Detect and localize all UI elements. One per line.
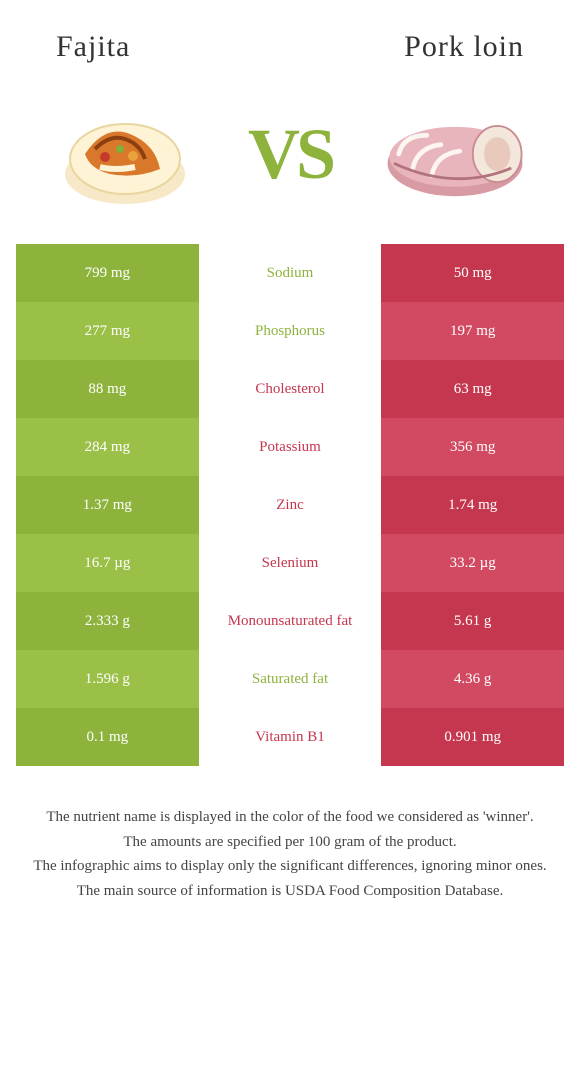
left-value: 277 mg xyxy=(16,302,199,360)
table-row: 277 mgPhosphorus197 mg xyxy=(16,302,564,360)
table-row: 1.596 gSaturated fat4.36 g xyxy=(16,650,564,708)
footer-line: The main source of information is USDA F… xyxy=(26,880,554,903)
infographic-root: Fajita Pork loin VS xyxy=(0,0,580,934)
nutrient-label: Saturated fat xyxy=(199,650,382,708)
title-row: Fajita Pork loin xyxy=(16,20,564,84)
table-row: 88 mgCholesterol63 mg xyxy=(16,360,564,418)
nutrient-label: Vitamin B1 xyxy=(199,708,382,766)
right-value: 5.61 g xyxy=(381,592,564,650)
left-value: 1.596 g xyxy=(16,650,199,708)
vs-label: VS xyxy=(248,113,332,196)
pork-loin-icon xyxy=(380,99,530,209)
nutrient-label: Monounsaturated fat xyxy=(199,592,382,650)
pork-image xyxy=(380,94,530,214)
right-value: 356 mg xyxy=(381,418,564,476)
left-value: 0.1 mg xyxy=(16,708,199,766)
nutrient-table: 799 mgSodium50 mg277 mgPhosphorus197 mg8… xyxy=(16,244,564,766)
nutrient-label: Zinc xyxy=(199,476,382,534)
footer-line: The nutrient name is displayed in the co… xyxy=(26,806,554,829)
footer-line: The amounts are specified per 100 gram o… xyxy=(26,831,554,854)
footer-line: The infographic aims to display only the… xyxy=(26,855,554,878)
nutrient-label: Phosphorus xyxy=(199,302,382,360)
right-value: 197 mg xyxy=(381,302,564,360)
right-value: 1.74 mg xyxy=(381,476,564,534)
left-value: 16.7 µg xyxy=(16,534,199,592)
left-value: 799 mg xyxy=(16,244,199,302)
left-value: 1.37 mg xyxy=(16,476,199,534)
right-value: 50 mg xyxy=(381,244,564,302)
left-title: Fajita xyxy=(56,30,130,64)
nutrient-label: Cholesterol xyxy=(199,360,382,418)
fajita-icon xyxy=(55,99,195,209)
right-value: 63 mg xyxy=(381,360,564,418)
table-row: 0.1 mgVitamin B10.901 mg xyxy=(16,708,564,766)
left-value: 2.333 g xyxy=(16,592,199,650)
table-row: 284 mgPotassium356 mg xyxy=(16,418,564,476)
right-value: 4.36 g xyxy=(381,650,564,708)
table-row: 2.333 gMonounsaturated fat5.61 g xyxy=(16,592,564,650)
footer-notes: The nutrient name is displayed in the co… xyxy=(16,766,564,914)
table-row: 16.7 µgSelenium33.2 µg xyxy=(16,534,564,592)
nutrient-label: Selenium xyxy=(199,534,382,592)
left-value: 284 mg xyxy=(16,418,199,476)
right-value: 33.2 µg xyxy=(381,534,564,592)
right-value: 0.901 mg xyxy=(381,708,564,766)
hero-row: VS xyxy=(16,84,564,244)
left-value: 88 mg xyxy=(16,360,199,418)
right-title: Pork loin xyxy=(404,30,524,64)
table-row: 799 mgSodium50 mg xyxy=(16,244,564,302)
nutrient-label: Potassium xyxy=(199,418,382,476)
fajita-image xyxy=(50,94,200,214)
table-row: 1.37 mgZinc1.74 mg xyxy=(16,476,564,534)
nutrient-label: Sodium xyxy=(199,244,382,302)
